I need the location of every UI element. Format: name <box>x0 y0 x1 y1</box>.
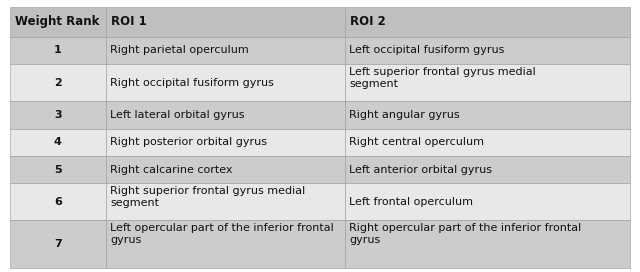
Text: Weight Rank: Weight Rank <box>15 15 99 28</box>
Bar <box>106 183 345 220</box>
Bar <box>10 101 106 129</box>
Text: Left superior frontal gyrus medial
segment: Left superior frontal gyrus medial segme… <box>349 67 536 89</box>
Text: Left lateral orbital gyrus: Left lateral orbital gyrus <box>110 110 245 120</box>
Text: Left opercular part of the inferior frontal
gyrus: Left opercular part of the inferior fron… <box>110 223 334 245</box>
Bar <box>106 7 345 37</box>
Text: 7: 7 <box>54 239 61 249</box>
Bar <box>10 7 106 37</box>
Text: Left anterior orbital gyrus: Left anterior orbital gyrus <box>349 165 492 175</box>
Text: 3: 3 <box>54 110 61 120</box>
Bar <box>106 129 345 156</box>
Text: Right parietal operculum: Right parietal operculum <box>110 45 249 55</box>
Bar <box>10 156 106 183</box>
Bar <box>10 64 106 101</box>
Text: Right posterior orbital gyrus: Right posterior orbital gyrus <box>110 137 268 147</box>
Bar <box>106 156 345 183</box>
Bar <box>345 129 630 156</box>
Text: 6: 6 <box>54 197 61 207</box>
Bar <box>10 183 106 220</box>
Bar <box>345 183 630 220</box>
Text: ROI 1: ROI 1 <box>111 15 147 28</box>
Text: 1: 1 <box>54 45 61 55</box>
Text: 4: 4 <box>54 137 61 147</box>
Bar <box>106 101 345 129</box>
Bar <box>10 129 106 156</box>
Text: 5: 5 <box>54 165 61 175</box>
Bar <box>10 220 106 268</box>
Bar <box>345 156 630 183</box>
Text: Right central operculum: Right central operculum <box>349 137 484 147</box>
Bar <box>345 37 630 64</box>
Text: Right opercular part of the inferior frontal
gyrus: Right opercular part of the inferior fro… <box>349 223 582 245</box>
Text: Right calcarine cortex: Right calcarine cortex <box>110 165 233 175</box>
Text: Right superior frontal gyrus medial
segment: Right superior frontal gyrus medial segm… <box>110 186 305 208</box>
Bar <box>345 7 630 37</box>
Bar <box>10 37 106 64</box>
Text: Left frontal operculum: Left frontal operculum <box>349 197 474 207</box>
Bar <box>345 101 630 129</box>
Text: ROI 2: ROI 2 <box>350 15 386 28</box>
Bar <box>106 37 345 64</box>
Text: Right angular gyrus: Right angular gyrus <box>349 110 460 120</box>
Text: 2: 2 <box>54 78 61 88</box>
Bar <box>106 64 345 101</box>
Bar <box>106 220 345 268</box>
Bar <box>345 220 630 268</box>
Text: Right occipital fusiform gyrus: Right occipital fusiform gyrus <box>110 78 274 88</box>
Text: Left occipital fusiform gyrus: Left occipital fusiform gyrus <box>349 45 505 55</box>
Bar <box>345 64 630 101</box>
